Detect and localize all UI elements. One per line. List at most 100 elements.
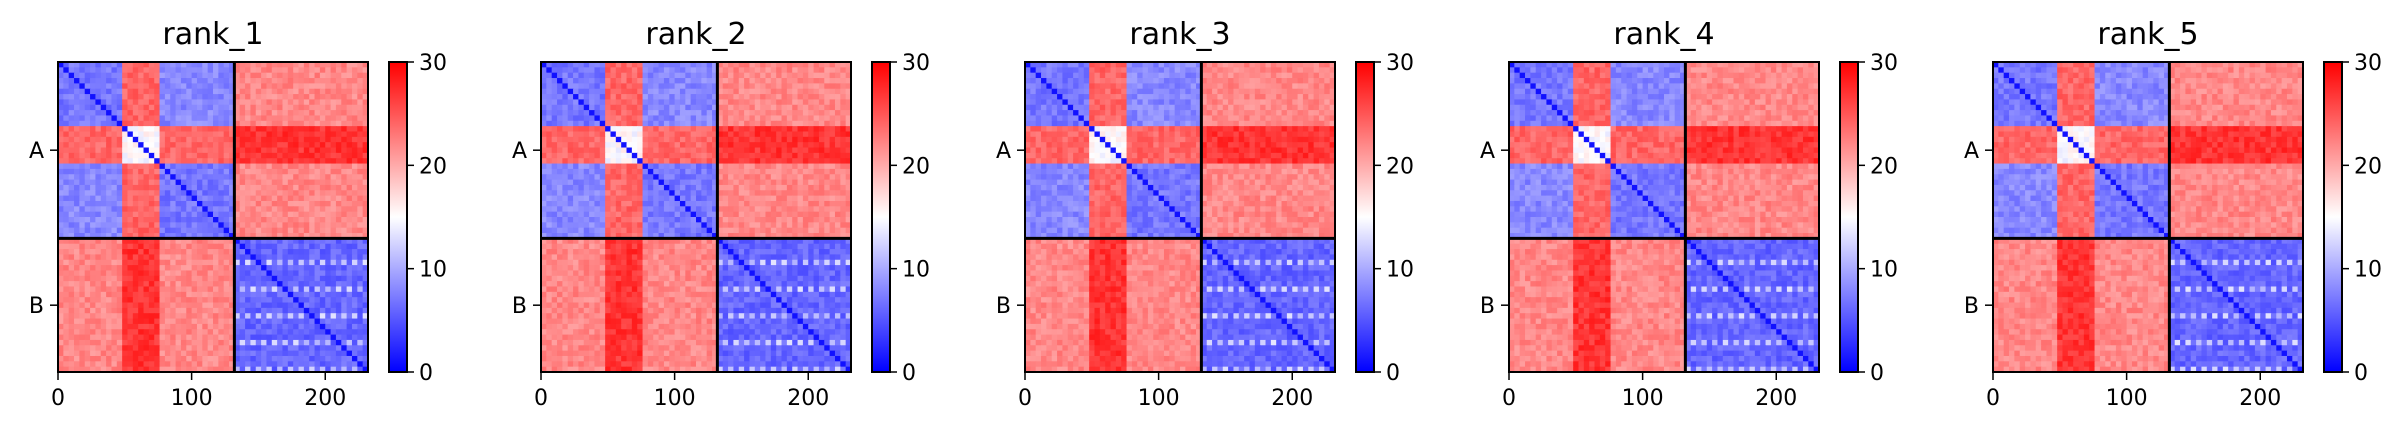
heatmap-cell	[287, 318, 294, 325]
heatmap-cell	[100, 78, 107, 84]
heatmap-cell	[223, 120, 230, 127]
heatmap-cell	[797, 158, 804, 165]
heatmap-cell	[303, 195, 310, 202]
heatmap-cell	[728, 126, 735, 133]
heatmap-cell	[282, 361, 289, 368]
heatmap-cell	[330, 200, 337, 207]
heatmap-cell	[84, 67, 91, 74]
heatmap-cell	[122, 254, 129, 261]
heatmap-cell	[266, 297, 273, 304]
heatmap-cell	[293, 126, 300, 133]
heatmap-cell	[341, 110, 348, 117]
heatmap-cell	[357, 126, 364, 133]
heatmap-cell	[170, 318, 177, 325]
heatmap-cell	[298, 259, 305, 266]
heatmap-cell	[351, 211, 358, 218]
heatmap-cell	[341, 147, 348, 154]
heatmap-cell	[717, 120, 724, 127]
heatmap-cell	[68, 275, 75, 282]
heatmap-cell	[712, 110, 718, 117]
heatmap-cell	[132, 206, 139, 213]
heatmap-cell	[717, 179, 724, 186]
heatmap-cell	[196, 350, 203, 357]
heatmap-cell	[100, 131, 107, 138]
heatmap-cell	[106, 195, 113, 202]
heatmap-cell	[143, 168, 150, 175]
heatmap-cell	[127, 302, 134, 309]
heatmap-cell	[298, 249, 305, 256]
heatmap-cell	[722, 78, 729, 84]
heatmap-cell	[303, 227, 310, 234]
heatmap-cell	[127, 206, 134, 213]
heatmap-cell	[250, 110, 257, 117]
heatmap-cell	[642, 83, 649, 90]
heatmap-cell	[669, 67, 676, 74]
heatmap-cell	[63, 147, 70, 154]
heatmap-cell	[840, 67, 847, 74]
heatmap-cell	[74, 104, 80, 111]
heatmap-cell	[669, 88, 676, 95]
heatmap-cell	[551, 179, 558, 186]
heatmap-cell	[213, 62, 219, 68]
heatmap-cell	[154, 78, 161, 84]
heatmap-cell	[293, 265, 300, 272]
heatmap-cell	[567, 110, 574, 117]
heatmap-cell	[250, 131, 257, 138]
heatmap-cell	[106, 83, 113, 90]
heatmap-cell	[202, 147, 209, 154]
heatmap-cell	[68, 142, 75, 149]
heatmap-cell	[541, 190, 547, 197]
heatmap-cell	[68, 168, 75, 175]
heatmap-cell	[277, 281, 284, 288]
heatmap-cell	[335, 297, 342, 304]
heatmap-cell	[175, 200, 182, 207]
heatmap-cell	[271, 88, 278, 95]
heatmap-cell	[127, 350, 134, 357]
heatmap-cell	[696, 78, 702, 84]
heatmap-cell	[95, 72, 102, 79]
heatmap-cell	[234, 94, 241, 101]
heatmap-cell	[191, 217, 198, 223]
heatmap-cell	[282, 254, 289, 261]
heatmap-cell	[207, 168, 214, 175]
heatmap-cell	[287, 200, 294, 207]
heatmap-cell	[159, 238, 166, 245]
heatmap-cell	[749, 126, 756, 133]
heatmap-cell	[90, 313, 97, 320]
heatmap-cell	[170, 265, 177, 272]
heatmap-cell	[631, 94, 638, 101]
heatmap-cell	[63, 83, 70, 90]
heatmap-cell	[180, 147, 187, 154]
heatmap-cell	[106, 275, 113, 282]
heatmap-cell	[196, 110, 203, 117]
heatmap-cell	[362, 136, 369, 143]
heatmap-cell	[770, 136, 777, 143]
heatmap-cell	[74, 179, 80, 186]
heatmap-cell	[84, 254, 91, 261]
heatmap-cell	[335, 131, 342, 138]
heatmap-cell	[845, 142, 852, 149]
heatmap-cell	[319, 184, 326, 191]
heatmap-cell	[79, 366, 86, 373]
heatmap-cell	[658, 168, 665, 175]
heatmap-cell	[154, 72, 161, 79]
heatmap-cell	[79, 200, 86, 207]
heatmap-cell	[207, 131, 214, 138]
heatmap-cell	[127, 163, 134, 170]
heatmap-cell	[148, 174, 155, 181]
heatmap-cell	[245, 345, 252, 352]
heatmap-cell	[309, 174, 316, 181]
heatmap-cell	[282, 126, 289, 133]
heatmap-cell	[79, 361, 86, 368]
heatmap-cell	[196, 355, 203, 362]
heatmap-cell	[234, 329, 241, 336]
heatmap-cell	[245, 83, 252, 90]
heatmap-cell	[335, 184, 342, 191]
heatmap-cell	[186, 238, 193, 245]
heatmap-cell	[239, 184, 246, 191]
heatmap-cell	[647, 126, 654, 133]
heatmap-cell	[63, 126, 70, 133]
heatmap-cell	[658, 78, 665, 84]
heatmap-cell	[143, 163, 150, 170]
heatmap-cell	[738, 94, 745, 101]
